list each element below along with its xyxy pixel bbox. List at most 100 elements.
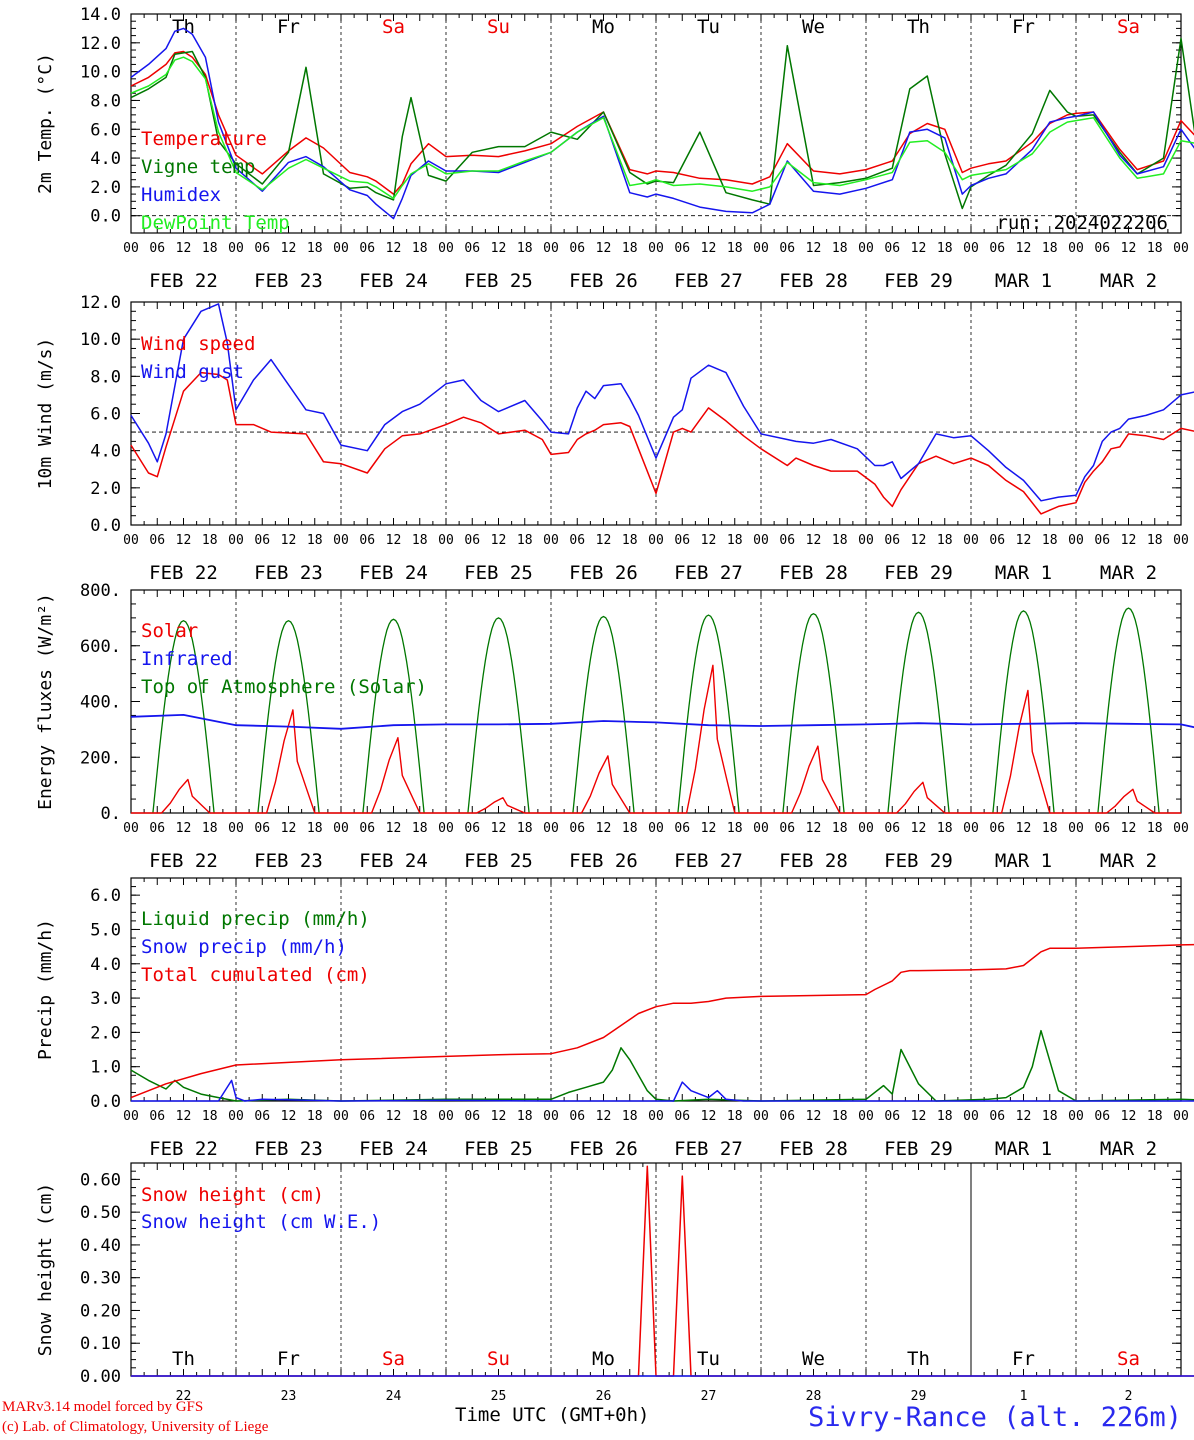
precip-hour-label: 18 (1042, 1109, 1058, 1124)
precip-hour-label: 00 (1173, 1109, 1189, 1124)
energy-hour-label: 00 (753, 821, 769, 836)
wind-hour-label: 12 (1121, 533, 1137, 548)
temp-y-tick-label: 6.0 (90, 120, 121, 140)
temp-hour-label: 12 (386, 241, 402, 256)
energy-series-solar (131, 664, 1181, 814)
wind-hour-label: 06 (989, 533, 1005, 548)
wind-hour-label: 18 (517, 533, 533, 548)
wind-hour-label: 06 (779, 533, 795, 548)
wind-hour-label: 18 (202, 533, 218, 548)
precip-hour-label: 18 (412, 1109, 428, 1124)
precip-hour-label: 00 (438, 1109, 454, 1124)
wind-y-tick-label: 6.0 (90, 405, 121, 425)
energy-hour-label: 06 (254, 821, 270, 836)
precip-hour-label: 18 (517, 1109, 533, 1124)
precip-hour-label: 18 (202, 1109, 218, 1124)
temp-legend-temperature: Temperature (141, 128, 267, 150)
energy-series-top-of-atmosphere-solar (257, 619, 320, 814)
energy-hour-label: 00 (333, 821, 349, 836)
snow-y-tick-label: 0.50 (80, 1203, 121, 1223)
temp-hour-label: 12 (281, 241, 297, 256)
temp-hour-label: 12 (806, 241, 822, 256)
energy-hour-label: 12 (491, 821, 507, 836)
energy-legend-infrared: Infrared (141, 648, 233, 670)
wind-hour-label: 06 (569, 533, 585, 548)
wind-hour-label: 00 (648, 533, 664, 548)
precip-date-label: FEB 27 (674, 1138, 743, 1160)
temp-legend-vigne-temp: Vigne temp (141, 156, 255, 178)
energy-series-top-of-atmosphere-solar (782, 612, 845, 814)
temp-hour-label: 00 (858, 241, 874, 256)
precip-date-label: FEB 22 (149, 1138, 218, 1160)
energy-hour-label: 18 (307, 821, 323, 836)
energy-series-top-of-atmosphere-solar (1097, 607, 1160, 814)
temp-day-name: Sa (382, 16, 405, 38)
precip-hour-label: 06 (359, 1109, 375, 1124)
energy-y-tick-label: 200. (80, 748, 121, 768)
precip-date-label: MAR 2 (1100, 1138, 1157, 1160)
temp-y-tick-label: 4.0 (90, 149, 121, 169)
energy-hour-label: 18 (412, 821, 428, 836)
temp-hour-label: 00 (1173, 241, 1189, 256)
energy-hour-label: 12 (701, 821, 717, 836)
precip-hour-label: 12 (491, 1109, 507, 1124)
temp-date-label: FEB 29 (884, 270, 953, 292)
temp-hour-label: 06 (884, 241, 900, 256)
temp-series-humidex (130, 27, 1194, 220)
temp-hour-label: 06 (254, 241, 270, 256)
snow-panel: 0.00 0.10 0.20 0.30 0.40 0.50 0.60 Snow height … (35, 1162, 1194, 1404)
precip-hour-label: 12 (701, 1109, 717, 1124)
temp-day-name: Sa (1117, 16, 1140, 38)
precip-y-tick-label: 3.0 (90, 989, 121, 1009)
wind-hour-label: 06 (359, 533, 375, 548)
energy-hour-label: 12 (806, 821, 822, 836)
energy-date-label: MAR 1 (995, 850, 1052, 872)
temp-date-label: MAR 2 (1100, 270, 1157, 292)
wind-date-label: MAR 2 (1100, 562, 1157, 584)
temp-hour-label: 12 (1121, 241, 1137, 256)
snow-day-name: Th (907, 1348, 930, 1370)
energy-series-top-of-atmosphere-solar (362, 618, 425, 814)
precip-date-label: FEB 23 (254, 1138, 323, 1160)
wind-hour-label: 06 (149, 533, 165, 548)
snow-y-tick-label: 0.60 (80, 1170, 121, 1190)
energy-series-top-of-atmosphere-solar (152, 619, 215, 814)
temp-hour-label: 12 (596, 241, 612, 256)
snow-day-number: 29 (911, 1389, 927, 1404)
wind-y-tick-label: 2.0 (90, 479, 121, 499)
temp-hour-label: 18 (937, 241, 953, 256)
precip-hour-label: 12 (386, 1109, 402, 1124)
temp-hour-label: 06 (779, 241, 795, 256)
energy-y-tick-label: 800. (80, 581, 121, 601)
energy-date-label: FEB 22 (149, 850, 218, 872)
wind-hour-label: 00 (543, 533, 559, 548)
wind-hour-label: 12 (1016, 533, 1032, 548)
temp-date-label: MAR 1 (995, 270, 1052, 292)
wind-hour-label: 12 (911, 533, 927, 548)
energy-hour-label: 12 (1121, 821, 1137, 836)
wind-hour-label: 12 (176, 533, 192, 548)
energy-hour-label: 00 (438, 821, 454, 836)
temp-hour-label: 06 (464, 241, 480, 256)
precip-date-label: FEB 25 (464, 1138, 533, 1160)
temp-day-name: Fr (1012, 16, 1035, 38)
temp-day-name: Tu (697, 16, 720, 38)
temp-hour-label: 00 (438, 241, 454, 256)
energy-series-top-of-atmosphere-solar (887, 611, 950, 814)
precip-y-tick-label: 4.0 (90, 955, 121, 975)
wind-hour-label: 18 (832, 533, 848, 548)
precip-hour-label: 12 (596, 1109, 612, 1124)
precip-hour-label: 06 (779, 1109, 795, 1124)
temp-hour-label: 12 (491, 241, 507, 256)
temp-series-vigne-temp (130, 37, 1194, 210)
wind-hour-label: 18 (622, 533, 638, 548)
station-name: Sivry-Rance (alt. 226m) (808, 1402, 1182, 1433)
temp-hour-label: 06 (674, 241, 690, 256)
snow-day-name: Sa (1117, 1348, 1140, 1370)
temp-y-tick-label: 8.0 (90, 91, 121, 111)
precip-hour-label: 18 (937, 1109, 953, 1124)
energy-hour-label: 00 (1173, 821, 1189, 836)
temp-date-label: FEB 26 (569, 270, 638, 292)
temp-hour-label: 00 (963, 241, 979, 256)
wind-date-label: FEB 26 (569, 562, 638, 584)
